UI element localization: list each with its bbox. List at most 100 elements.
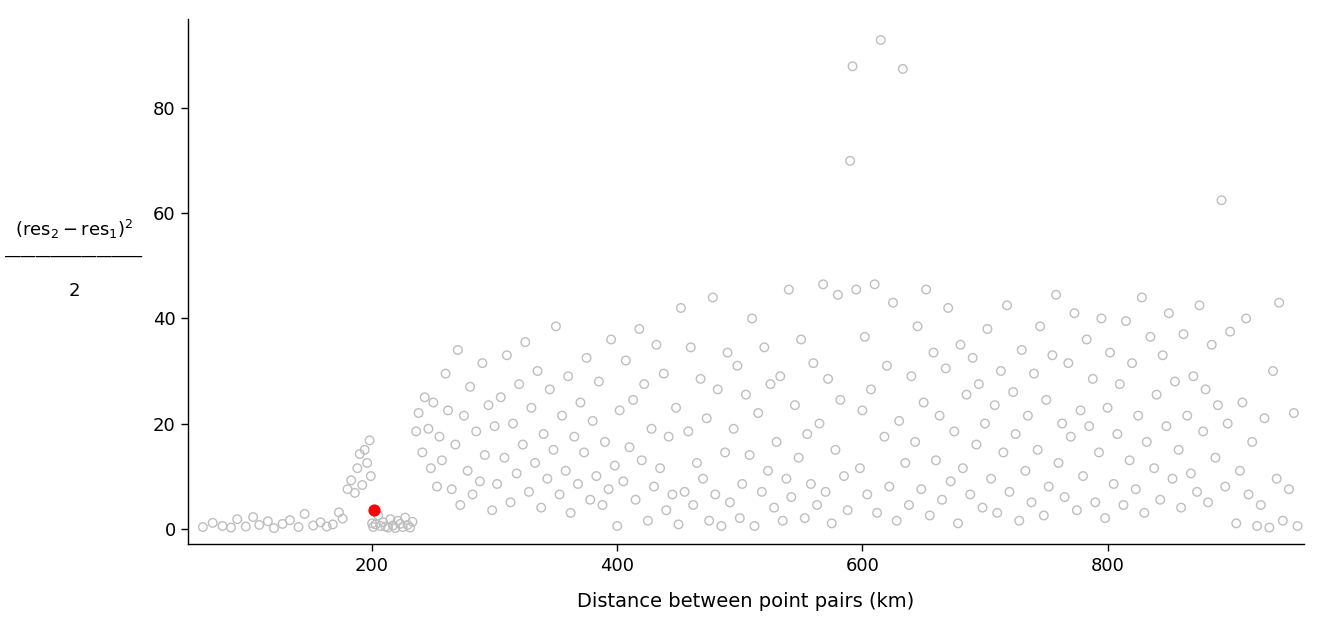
Point <box>618 442 640 452</box>
Point <box>394 513 415 523</box>
Point <box>1250 500 1271 510</box>
Point <box>1070 405 1091 415</box>
Point <box>487 479 508 489</box>
Point <box>812 279 833 289</box>
Point <box>1060 432 1082 442</box>
Point <box>882 298 903 308</box>
Point <box>845 284 867 294</box>
Point <box>659 432 680 442</box>
Point <box>711 521 732 531</box>
Point <box>399 522 421 532</box>
Point <box>673 487 695 497</box>
Point <box>367 510 388 520</box>
Point <box>790 334 812 344</box>
Point <box>727 361 749 371</box>
Point <box>1176 411 1198 421</box>
Point <box>1103 479 1125 489</box>
Point <box>1051 418 1073 429</box>
Point <box>1156 421 1177 431</box>
Point <box>575 353 597 363</box>
Point <box>829 395 851 405</box>
Point <box>472 358 493 368</box>
Point <box>728 513 750 523</box>
Point <box>1038 482 1059 492</box>
Point <box>359 436 380 446</box>
Point <box>1258 522 1279 532</box>
Point <box>460 382 481 392</box>
Point <box>853 332 875 342</box>
Point <box>680 342 702 353</box>
Point <box>379 514 401 524</box>
Point <box>382 520 403 530</box>
Point <box>1152 350 1173 360</box>
Point <box>1183 371 1204 381</box>
Point <box>991 366 1012 376</box>
Point <box>1035 395 1056 405</box>
Point <box>1082 374 1103 384</box>
Point <box>491 392 512 403</box>
Point <box>781 492 802 502</box>
Text: $({\rm res}_2 - {\rm res}_1)^2$: $({\rm res}_2 - {\rm res}_1)^2$ <box>15 218 133 241</box>
Point <box>778 284 800 294</box>
Point <box>375 522 396 532</box>
Point <box>864 279 886 289</box>
Point <box>263 523 285 533</box>
Point <box>641 423 663 434</box>
Point <box>387 516 409 526</box>
Point <box>1066 505 1087 515</box>
Point <box>328 507 349 517</box>
Point <box>519 487 540 497</box>
Point <box>649 463 671 473</box>
Point <box>1077 334 1098 344</box>
Point <box>907 322 929 332</box>
Point <box>370 521 391 531</box>
Point <box>814 487 836 497</box>
Point <box>633 379 655 389</box>
Point <box>689 374 711 384</box>
Point <box>402 517 423 527</box>
Point <box>1187 487 1208 497</box>
Point <box>757 466 778 476</box>
Point <box>363 522 384 532</box>
Point <box>802 358 824 368</box>
Point <box>512 439 534 449</box>
Point <box>332 513 353 523</box>
Point <box>677 427 699 437</box>
Point <box>1266 473 1288 484</box>
Point <box>849 463 871 473</box>
Point <box>437 405 458 415</box>
Point <box>551 411 573 421</box>
Point <box>1136 437 1157 447</box>
Point <box>515 337 536 347</box>
Point <box>384 523 406 533</box>
Point <box>1027 445 1048 455</box>
Point <box>226 514 247 524</box>
Point <box>235 522 257 532</box>
Point <box>923 348 945 358</box>
Point <box>1231 398 1253 408</box>
Point <box>1085 498 1106 508</box>
Point <box>645 340 667 350</box>
Point <box>1109 379 1130 389</box>
Point <box>500 498 521 508</box>
Point <box>567 479 589 489</box>
Point <box>449 500 470 510</box>
Point <box>1286 521 1308 531</box>
Point <box>1164 377 1185 387</box>
Point <box>1073 471 1094 481</box>
Point <box>536 473 558 484</box>
Point <box>751 487 773 497</box>
Point <box>390 519 411 529</box>
Point <box>797 429 818 439</box>
Point <box>1078 421 1099 431</box>
Point <box>665 403 687 413</box>
Point <box>294 509 316 519</box>
Point <box>344 488 366 498</box>
Point <box>900 371 922 381</box>
Point <box>837 505 859 515</box>
Point <box>770 371 792 381</box>
Point <box>418 423 439 434</box>
Point <box>1133 508 1154 518</box>
Point <box>898 500 919 510</box>
Point <box>288 522 309 532</box>
